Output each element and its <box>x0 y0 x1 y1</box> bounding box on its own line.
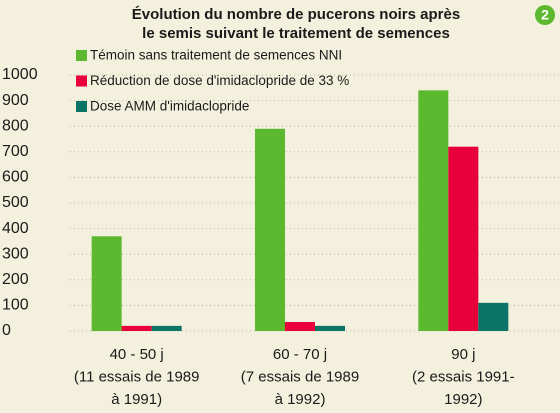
y-tick-label: 0 <box>2 322 11 339</box>
bar <box>418 90 449 331</box>
x-tick-label: à 1991) <box>111 391 162 408</box>
bar <box>121 325 152 331</box>
legend-swatch <box>76 50 87 61</box>
x-tick-label: (7 essais de 1989 <box>241 368 359 385</box>
y-tick-label: 700 <box>2 143 29 160</box>
bar <box>285 322 315 331</box>
x-tick-label: 40 - 50 j <box>110 346 164 363</box>
legend-label: Témoin sans traitement de semences NNI <box>90 48 342 63</box>
y-tick-label: 600 <box>2 169 29 186</box>
x-tick-label: 90 j <box>451 346 475 363</box>
y-tick-label: 1000 <box>2 66 38 83</box>
legend-label: Dose AMM d'imidaclopride <box>90 99 249 114</box>
badge <box>535 5 555 25</box>
legend-swatch <box>76 101 87 112</box>
x-tick-label: 60 - 70 j <box>273 346 327 363</box>
bar <box>255 128 285 331</box>
bar <box>315 325 345 331</box>
y-tick-label: 400 <box>2 220 29 237</box>
y-tick-label: 300 <box>2 245 29 262</box>
bar <box>91 236 122 331</box>
x-tick-label: (2 essais 1991- <box>412 368 515 385</box>
legend-swatch <box>76 75 87 87</box>
x-tick-label: à 1992) <box>275 391 326 408</box>
x-tick-label: (11 essais de 1989 <box>74 368 200 385</box>
bar <box>448 146 479 331</box>
y-tick-label: 200 <box>2 271 29 288</box>
chart-title: Évolution du nombre de pucerons noirs ap… <box>132 6 460 23</box>
chart-title: le semis suivant le traitement de semenc… <box>142 25 450 42</box>
x-tick-label: 1992) <box>444 391 482 408</box>
y-tick-label: 900 <box>2 92 29 109</box>
y-tick-label: 800 <box>2 117 29 134</box>
y-tick-label: 500 <box>2 194 29 211</box>
bar <box>151 325 182 331</box>
badge-label: 2 <box>541 7 549 23</box>
bar <box>478 302 509 331</box>
y-tick-label: 100 <box>2 297 29 314</box>
legend-label: Réduction de dose d'imidaclopride de 33 … <box>90 73 349 88</box>
